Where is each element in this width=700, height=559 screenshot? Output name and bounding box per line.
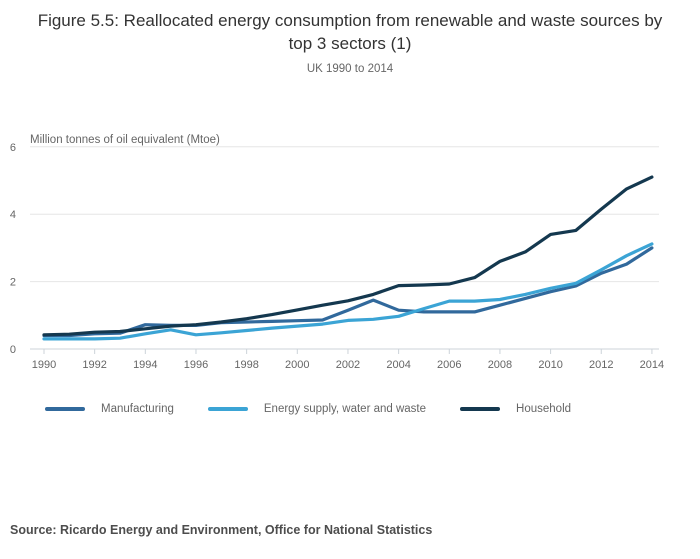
y-tick-label: 6	[10, 142, 16, 154]
legend-label: Household	[516, 402, 572, 415]
x-tick-label: 2010	[538, 359, 562, 371]
x-tick-label: 2008	[488, 359, 512, 371]
legend-item-manufacturing[interactable]: Manufacturing	[45, 403, 174, 415]
legend: Manufacturing Energy supply, water and w…	[45, 403, 700, 415]
legend-label: Energy supply, water and waste	[263, 402, 427, 415]
legend-item-household[interactable]: Household	[460, 403, 571, 415]
series-line-manufacturing	[42, 246, 654, 337]
plot-area: 0 2 4 6 1990 1992 1994 1996 1998 2000 2002 2004 2006…	[10, 134, 664, 371]
series-line-energy-supply-water-and-waste	[42, 242, 654, 341]
legend-label: Manufacturing	[101, 402, 174, 415]
x-tick-label: 1994	[133, 359, 157, 371]
legend-swatch	[45, 406, 85, 411]
chart-title: Figure 5.5: Reallocated energy consumpti…	[37, 11, 663, 53]
x-tick-label: 2000	[285, 359, 309, 371]
y-axis-title: Million tonnes of oil equivalent (Mtoe)	[30, 134, 220, 146]
x-tick-label: 1992	[82, 359, 106, 371]
y-tick-label: 2	[10, 276, 16, 288]
series-line-household	[42, 175, 654, 337]
x-tick-label: 1996	[184, 359, 208, 371]
x-tick-label: 2014	[640, 359, 664, 371]
y-tick-label: 0	[10, 344, 16, 356]
x-tick-label: 2006	[437, 359, 461, 371]
y-tick-label: 4	[10, 209, 16, 221]
x-tick-label: 2004	[386, 359, 410, 371]
legend-swatch	[460, 406, 501, 411]
x-tick-label: 1998	[234, 359, 258, 371]
chart-subtitle: UK 1990 to 2014	[306, 62, 394, 75]
x-tick-label: 2002	[336, 359, 360, 371]
chart-figure: Figure 5.5: Reallocated energy consumpti…	[0, 10, 700, 559]
source-text: Source: Ricardo Energy and Environment, …	[10, 523, 433, 537]
x-tick-label: 1990	[32, 359, 56, 371]
legend-swatch	[207, 406, 248, 411]
x-tick-label: 2012	[589, 359, 613, 371]
legend-item-energy-supply-water-and-waste[interactable]: Energy supply, water and waste	[207, 402, 427, 415]
